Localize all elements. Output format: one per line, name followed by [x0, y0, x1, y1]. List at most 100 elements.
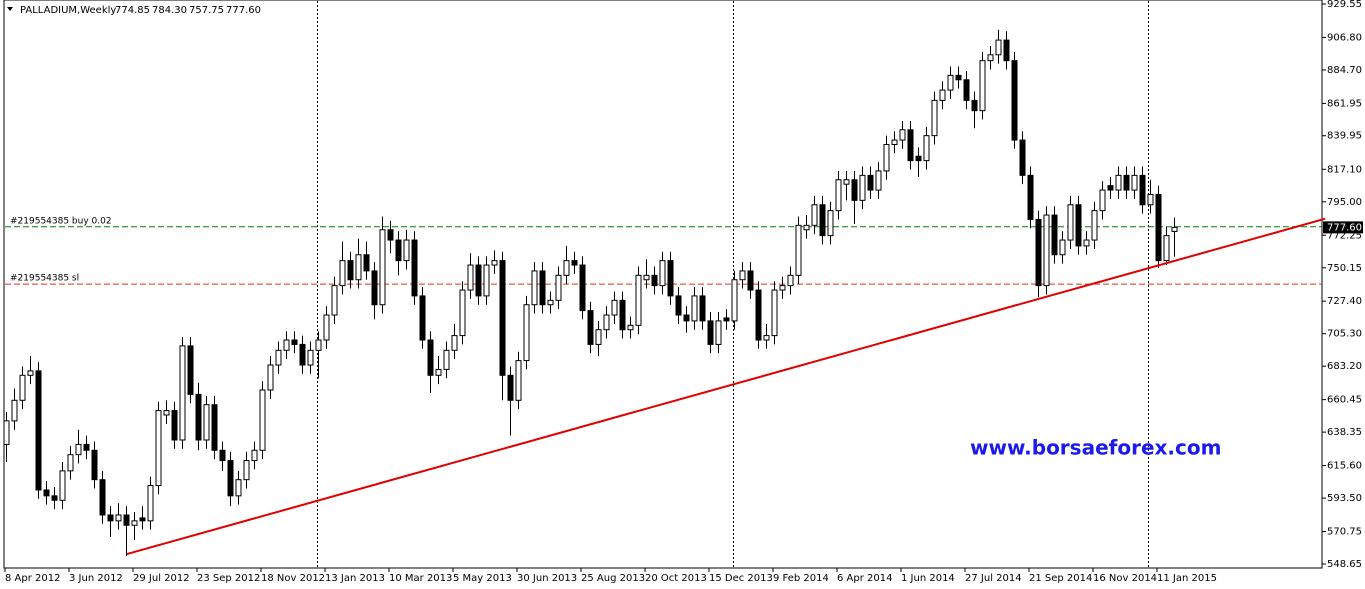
candle-body [715, 320, 722, 345]
x-tick-label: 10 Mar 2013 [389, 573, 452, 584]
candle-body [1115, 174, 1122, 191]
candle-body [787, 274, 794, 287]
candle-body [371, 270, 378, 306]
candle-body [771, 289, 778, 337]
candle-body [979, 60, 986, 112]
candle-body [947, 74, 954, 91]
order-level-label: #219554385 buy 0.02 [10, 216, 112, 226]
candle-body [595, 329, 602, 345]
candle-body [307, 349, 314, 366]
candle-body [355, 254, 362, 281]
candle-body [707, 320, 714, 345]
candle-body [115, 514, 122, 522]
candle-body [379, 229, 386, 306]
candle-body [899, 129, 906, 141]
candle-body [99, 479, 106, 516]
candle-body [123, 514, 130, 526]
candle-body [227, 460, 234, 497]
candle-body [195, 393, 202, 441]
candle-body [275, 349, 282, 366]
candle-body [267, 364, 274, 391]
y-tick-label: 929.55 [1327, 0, 1362, 10]
candle-body [587, 310, 594, 345]
y-tick-label: 817.10 [1327, 164, 1362, 175]
candle-body [1035, 218, 1042, 287]
candle-body [323, 314, 330, 341]
candle-body [107, 514, 114, 522]
x-tick-label: 11 Jan 2015 [1157, 573, 1217, 584]
candle-body [179, 345, 186, 441]
candle-body [1099, 189, 1106, 212]
candle-body [51, 495, 58, 501]
candle-body [11, 399, 18, 422]
candle-body [939, 89, 946, 101]
candle-body [795, 224, 802, 276]
candle-body [219, 449, 226, 462]
candle-body [347, 260, 354, 281]
y-tick-label: 593.50 [1327, 493, 1362, 504]
candle-body [955, 74, 962, 81]
candle-body [651, 274, 658, 287]
candle-body [251, 449, 258, 462]
candle-body [339, 260, 346, 287]
candle-body [619, 299, 626, 331]
candle-body [491, 260, 498, 266]
candle-body [803, 224, 810, 231]
candle-body [883, 143, 890, 172]
candle-body [259, 389, 266, 451]
candle-body [331, 285, 338, 316]
ohlc-low: 757.75 [189, 5, 224, 16]
candle-body [755, 289, 762, 341]
candle-body [611, 299, 618, 316]
candle-body [763, 335, 770, 341]
candle-body [1051, 214, 1058, 256]
x-tick-label: 20 Oct 2013 [645, 573, 707, 584]
trendline [126, 217, 1326, 556]
candle-body [291, 339, 298, 345]
candle-body [779, 285, 786, 291]
candle-body [667, 260, 674, 297]
candle-body [835, 179, 842, 212]
candle-body [859, 174, 866, 201]
candle-body [435, 368, 442, 376]
y-tick-label: 615.60 [1327, 461, 1362, 472]
candle-body [971, 99, 978, 112]
candle-body [187, 345, 194, 395]
candle-body [315, 339, 322, 351]
candle-body [675, 295, 682, 316]
candle-body [683, 314, 690, 322]
candle-body [499, 260, 506, 376]
y-tick-label: 772.25 [1327, 230, 1362, 241]
candle-body [987, 54, 994, 62]
candle-body [1043, 214, 1050, 287]
candle-body [75, 443, 82, 456]
candle-body [867, 174, 874, 191]
price-marker-label: 777.60 [1327, 222, 1362, 233]
candle-body [211, 404, 218, 451]
candle-body [1091, 210, 1098, 241]
ohlc-close: 777.60 [226, 5, 261, 16]
candle-body [59, 470, 66, 501]
candle-body [1163, 235, 1170, 262]
candle-body [19, 374, 26, 401]
candle-body [523, 304, 530, 362]
ohlc-open: 774.85 [115, 5, 150, 16]
candle-body [907, 129, 914, 162]
candle-body [923, 135, 930, 162]
candle-body [531, 270, 538, 306]
candle-body [1171, 226, 1178, 232]
candle-body [427, 339, 434, 376]
candle-body [147, 485, 154, 522]
y-tick-label: 660.45 [1327, 395, 1362, 406]
candle-body [747, 270, 754, 291]
candle-body [43, 489, 50, 497]
y-tick-label: 884.70 [1327, 65, 1362, 76]
candle-body [1019, 139, 1026, 176]
candle-body [363, 254, 370, 272]
candle-body [1059, 239, 1066, 256]
price-marker-box [1323, 221, 1363, 234]
candle-body [419, 295, 426, 341]
x-tick-label: 30 Jun 2013 [517, 573, 577, 584]
candle-body [1003, 39, 1010, 62]
